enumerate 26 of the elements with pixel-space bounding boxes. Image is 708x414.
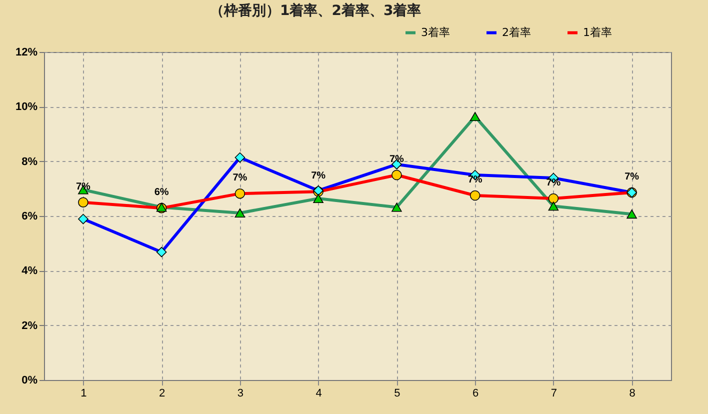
y-tick-label: 8%	[22, 156, 38, 168]
data-label: 7%	[311, 170, 326, 182]
x-tick-label: 1	[80, 388, 87, 400]
data-label: 7%	[468, 174, 482, 186]
y-tick-label: 6%	[22, 210, 38, 222]
legend-label: 3着率	[421, 26, 450, 39]
y-tick-label: 2%	[22, 320, 38, 332]
y-tick-label: 0%	[22, 374, 38, 386]
y-tick-label: 4%	[22, 265, 38, 278]
x-tick-label: 5	[394, 388, 400, 400]
data-label: 7%	[389, 154, 404, 165]
x-tick-label: 2	[159, 388, 166, 400]
x-tick-label: 4	[316, 388, 322, 400]
y-tick-label: 12%	[15, 46, 38, 58]
chart-title: （枠番別）1着率、2着率、3着率	[210, 2, 422, 19]
x-tick-label: 7	[550, 388, 557, 400]
x-tick-label: 3	[237, 388, 244, 400]
data-label: 7%	[546, 178, 561, 189]
x-tick-label: 6	[472, 388, 479, 400]
legend-label: 1着率	[583, 26, 612, 39]
data-label: 7%	[624, 171, 640, 182]
data-label: 7%	[232, 172, 248, 184]
data-label: 6%	[154, 187, 169, 198]
x-tick-label: 8	[629, 388, 636, 400]
y-tick-label: 10%	[15, 101, 38, 114]
legend-label: 2着率	[502, 26, 531, 39]
